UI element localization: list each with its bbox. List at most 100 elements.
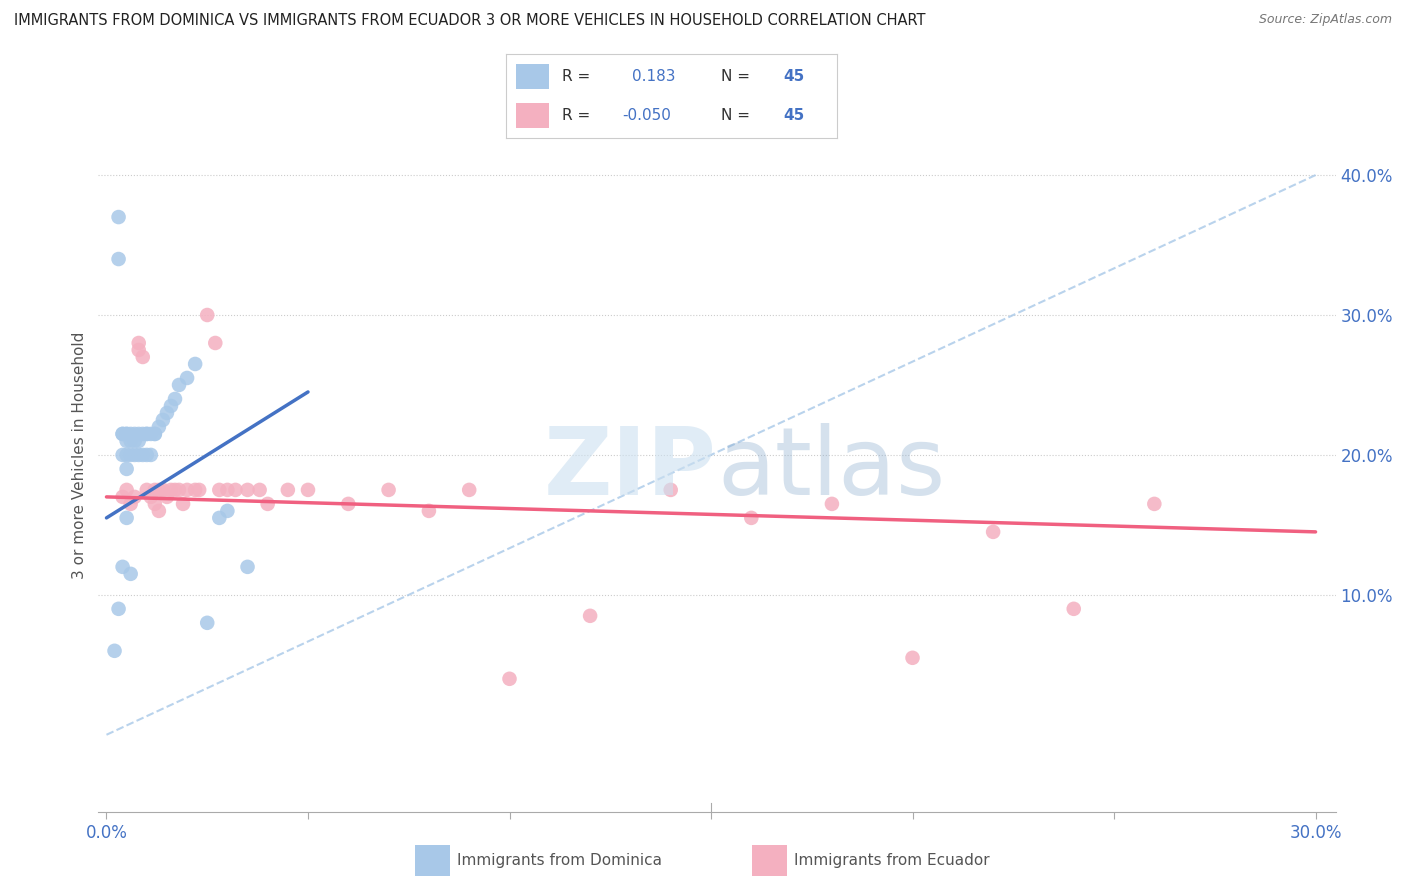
Point: [152, 483, 174, 497]
Point: [115, 426, 138, 441]
Point: [148, 483, 170, 497]
Text: N =: N =: [721, 108, 749, 123]
Point: [132, 426, 155, 441]
Point: [277, 483, 299, 497]
Text: -0.050: -0.050: [621, 108, 671, 123]
Point: [111, 448, 134, 462]
Point: [188, 483, 211, 497]
Point: [120, 497, 142, 511]
Text: Immigrants from Dominica: Immigrants from Dominica: [457, 854, 662, 868]
Point: [176, 371, 198, 385]
Point: [1063, 602, 1085, 616]
Text: IMMIGRANTS FROM DOMINICA VS IMMIGRANTS FROM ECUADOR 3 OR MORE VEHICLES IN HOUSEH: IMMIGRANTS FROM DOMINICA VS IMMIGRANTS F…: [14, 13, 925, 29]
Point: [124, 434, 146, 448]
Point: [115, 483, 138, 497]
Point: [148, 420, 170, 434]
Text: ZIP: ZIP: [544, 423, 717, 516]
Point: [217, 483, 239, 497]
Point: [236, 559, 259, 574]
Point: [111, 426, 134, 441]
Point: [115, 434, 138, 448]
Point: [124, 490, 146, 504]
Point: [337, 497, 360, 511]
Point: [184, 483, 207, 497]
Point: [132, 350, 155, 364]
Point: [981, 524, 1004, 539]
Point: [135, 426, 157, 441]
Point: [167, 483, 190, 497]
Point: [148, 504, 170, 518]
Point: [163, 483, 186, 497]
Point: [128, 343, 150, 357]
Point: [160, 483, 183, 497]
Text: Source: ZipAtlas.com: Source: ZipAtlas.com: [1258, 13, 1392, 27]
Point: [115, 426, 138, 441]
Point: [224, 483, 246, 497]
Point: [143, 426, 166, 441]
Point: [135, 426, 157, 441]
Point: [128, 336, 150, 351]
Point: [458, 483, 481, 497]
Point: [120, 434, 142, 448]
Point: [120, 448, 142, 462]
Text: atlas: atlas: [717, 423, 945, 516]
Point: [163, 392, 186, 406]
Point: [297, 483, 319, 497]
Text: Immigrants from Ecuador: Immigrants from Ecuador: [794, 854, 990, 868]
Point: [124, 448, 146, 462]
Point: [208, 511, 231, 525]
Point: [208, 483, 231, 497]
Point: [111, 426, 134, 441]
Point: [120, 566, 142, 581]
Point: [152, 413, 174, 427]
Point: [107, 252, 129, 266]
Point: [195, 308, 218, 322]
Bar: [516, 103, 550, 128]
Point: [139, 448, 162, 462]
Point: [139, 426, 162, 441]
Point: [143, 483, 166, 497]
Point: [115, 462, 138, 476]
Point: [156, 490, 179, 504]
Text: 0.183: 0.183: [631, 69, 675, 84]
Point: [172, 497, 194, 511]
Text: R =: R =: [562, 108, 591, 123]
Point: [579, 608, 602, 623]
Point: [128, 426, 150, 441]
Point: [111, 559, 134, 574]
Point: [115, 448, 138, 462]
Point: [249, 483, 271, 497]
Bar: [415, 846, 450, 876]
Point: [659, 483, 682, 497]
Point: [184, 357, 207, 371]
Point: [167, 378, 190, 392]
Text: R =: R =: [562, 69, 591, 84]
Point: [132, 448, 155, 462]
Point: [204, 336, 226, 351]
Point: [143, 497, 166, 511]
Point: [135, 483, 157, 497]
Point: [156, 406, 179, 420]
Point: [256, 497, 278, 511]
Point: [236, 483, 259, 497]
Point: [120, 426, 142, 441]
Point: [107, 210, 129, 224]
Text: 45: 45: [783, 108, 806, 123]
Point: [160, 399, 183, 413]
Point: [103, 644, 125, 658]
Point: [418, 504, 440, 518]
Point: [128, 448, 150, 462]
Point: [107, 602, 129, 616]
Point: [115, 511, 138, 525]
Point: [821, 497, 844, 511]
Point: [139, 490, 162, 504]
Point: [176, 483, 198, 497]
Point: [217, 504, 239, 518]
Point: [111, 490, 134, 504]
Point: [740, 511, 762, 525]
Text: 45: 45: [783, 69, 806, 84]
Point: [901, 650, 924, 665]
Point: [1143, 497, 1166, 511]
Point: [128, 434, 150, 448]
Point: [377, 483, 399, 497]
